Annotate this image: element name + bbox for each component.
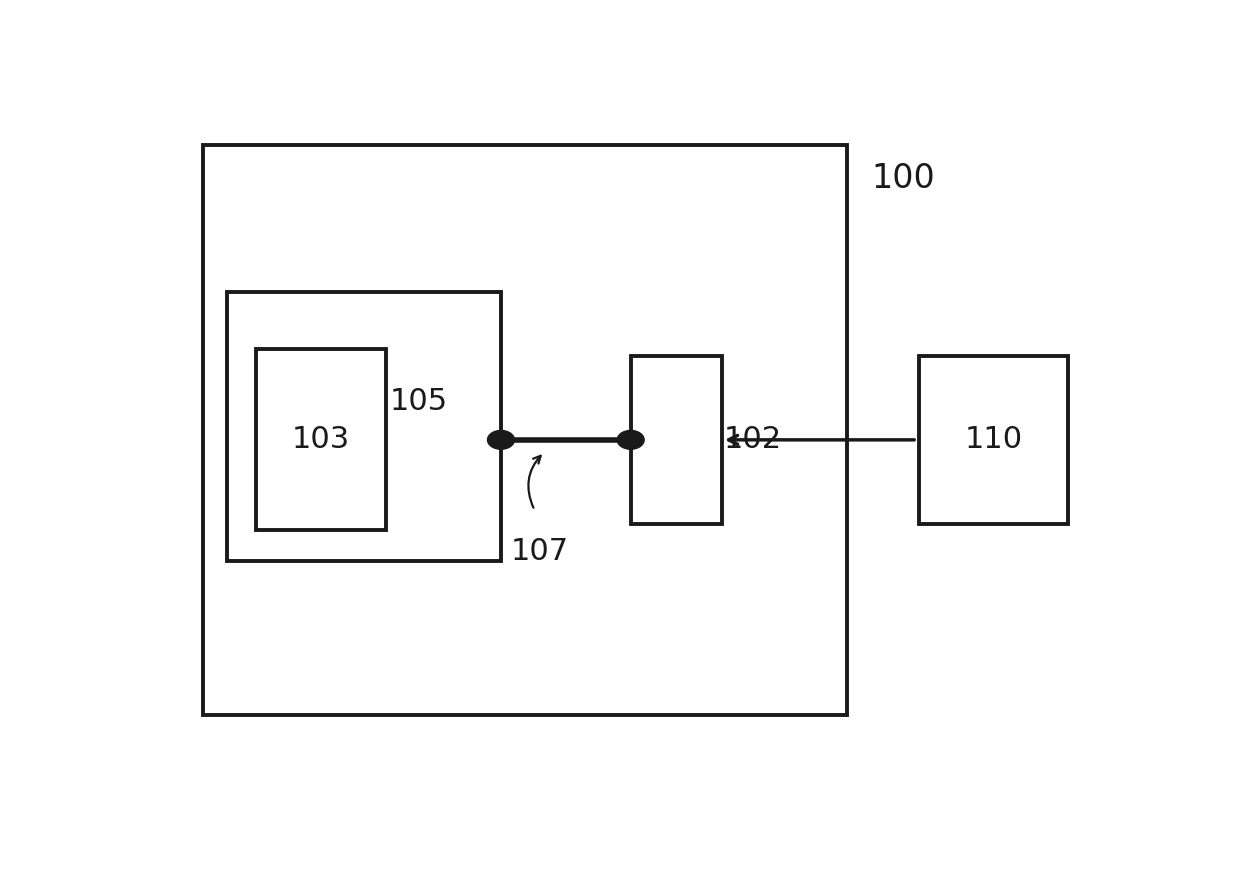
Text: 100: 100 [870,161,935,194]
Text: 102: 102 [724,425,782,455]
Bar [255,349,386,530]
Text: 105: 105 [389,388,448,416]
Text: 103: 103 [293,425,351,455]
Circle shape [487,430,515,449]
Text: 110: 110 [965,425,1023,455]
Circle shape [618,430,644,449]
Bar [919,356,1068,523]
Bar [631,356,722,523]
Bar [203,145,847,715]
Bar [227,293,501,561]
Text: 107: 107 [511,537,568,566]
